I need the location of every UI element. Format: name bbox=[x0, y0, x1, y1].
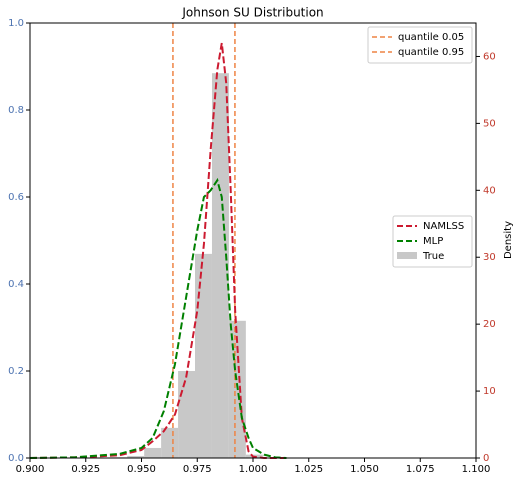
density-line bbox=[29, 177, 287, 459]
y-tick-label: 0.2 bbox=[8, 366, 24, 377]
legend-label: NAMLSS bbox=[423, 221, 464, 232]
y-tick-label: 1.0 bbox=[8, 18, 24, 29]
legend-label: True bbox=[422, 251, 444, 262]
y2-axis-label: Density bbox=[503, 221, 514, 259]
y2-tick-label: 60 bbox=[483, 51, 496, 62]
legend: quantile 0.05 quantile 0.95 bbox=[367, 26, 473, 64]
histogram-bar bbox=[195, 253, 212, 458]
x-tick-label: 0.950 bbox=[127, 464, 156, 475]
x-tick-label: 1.025 bbox=[294, 464, 323, 475]
histogram-bar bbox=[211, 73, 229, 458]
y2-tick-label: 20 bbox=[483, 319, 496, 330]
x-tick-label: 0.900 bbox=[16, 464, 45, 475]
x-tick-label: 1.100 bbox=[462, 464, 491, 475]
x-tick-label: 1.050 bbox=[350, 464, 379, 475]
y2-tick-label: 50 bbox=[483, 118, 496, 129]
legend-label: quantile 0.05 bbox=[398, 32, 464, 43]
x-tick-label: 0.925 bbox=[71, 464, 100, 475]
legend-box bbox=[367, 26, 473, 64]
histogram-bar bbox=[127, 455, 145, 458]
chart-title: Johnson SU Distribution bbox=[181, 6, 323, 20]
y-tick-label: 0.6 bbox=[8, 192, 24, 203]
x-tick-label: 1.075 bbox=[406, 464, 435, 475]
y2-tick-label: 10 bbox=[483, 386, 496, 397]
histogram-bar bbox=[178, 371, 196, 458]
y-tick-label: 0.4 bbox=[8, 279, 24, 290]
density-line bbox=[29, 42, 287, 459]
y2-tick-label: 40 bbox=[483, 185, 496, 196]
y2-tick-label: 0 bbox=[483, 453, 489, 464]
legend-swatch bbox=[397, 252, 417, 259]
x-tick-label: 0.975 bbox=[183, 464, 212, 475]
legend-label: MLP bbox=[423, 236, 443, 247]
y2-tick-label: 30 bbox=[483, 252, 496, 263]
y-tick-label: 0.8 bbox=[8, 105, 24, 116]
legend: NAMLSS MLP True bbox=[392, 215, 473, 268]
legend-label: quantile 0.95 bbox=[398, 47, 464, 58]
x-tick-label: 1.000 bbox=[239, 464, 268, 475]
y-tick-label: 0.0 bbox=[8, 453, 24, 464]
histogram-bar bbox=[161, 427, 179, 458]
histogram-bar bbox=[144, 447, 162, 458]
